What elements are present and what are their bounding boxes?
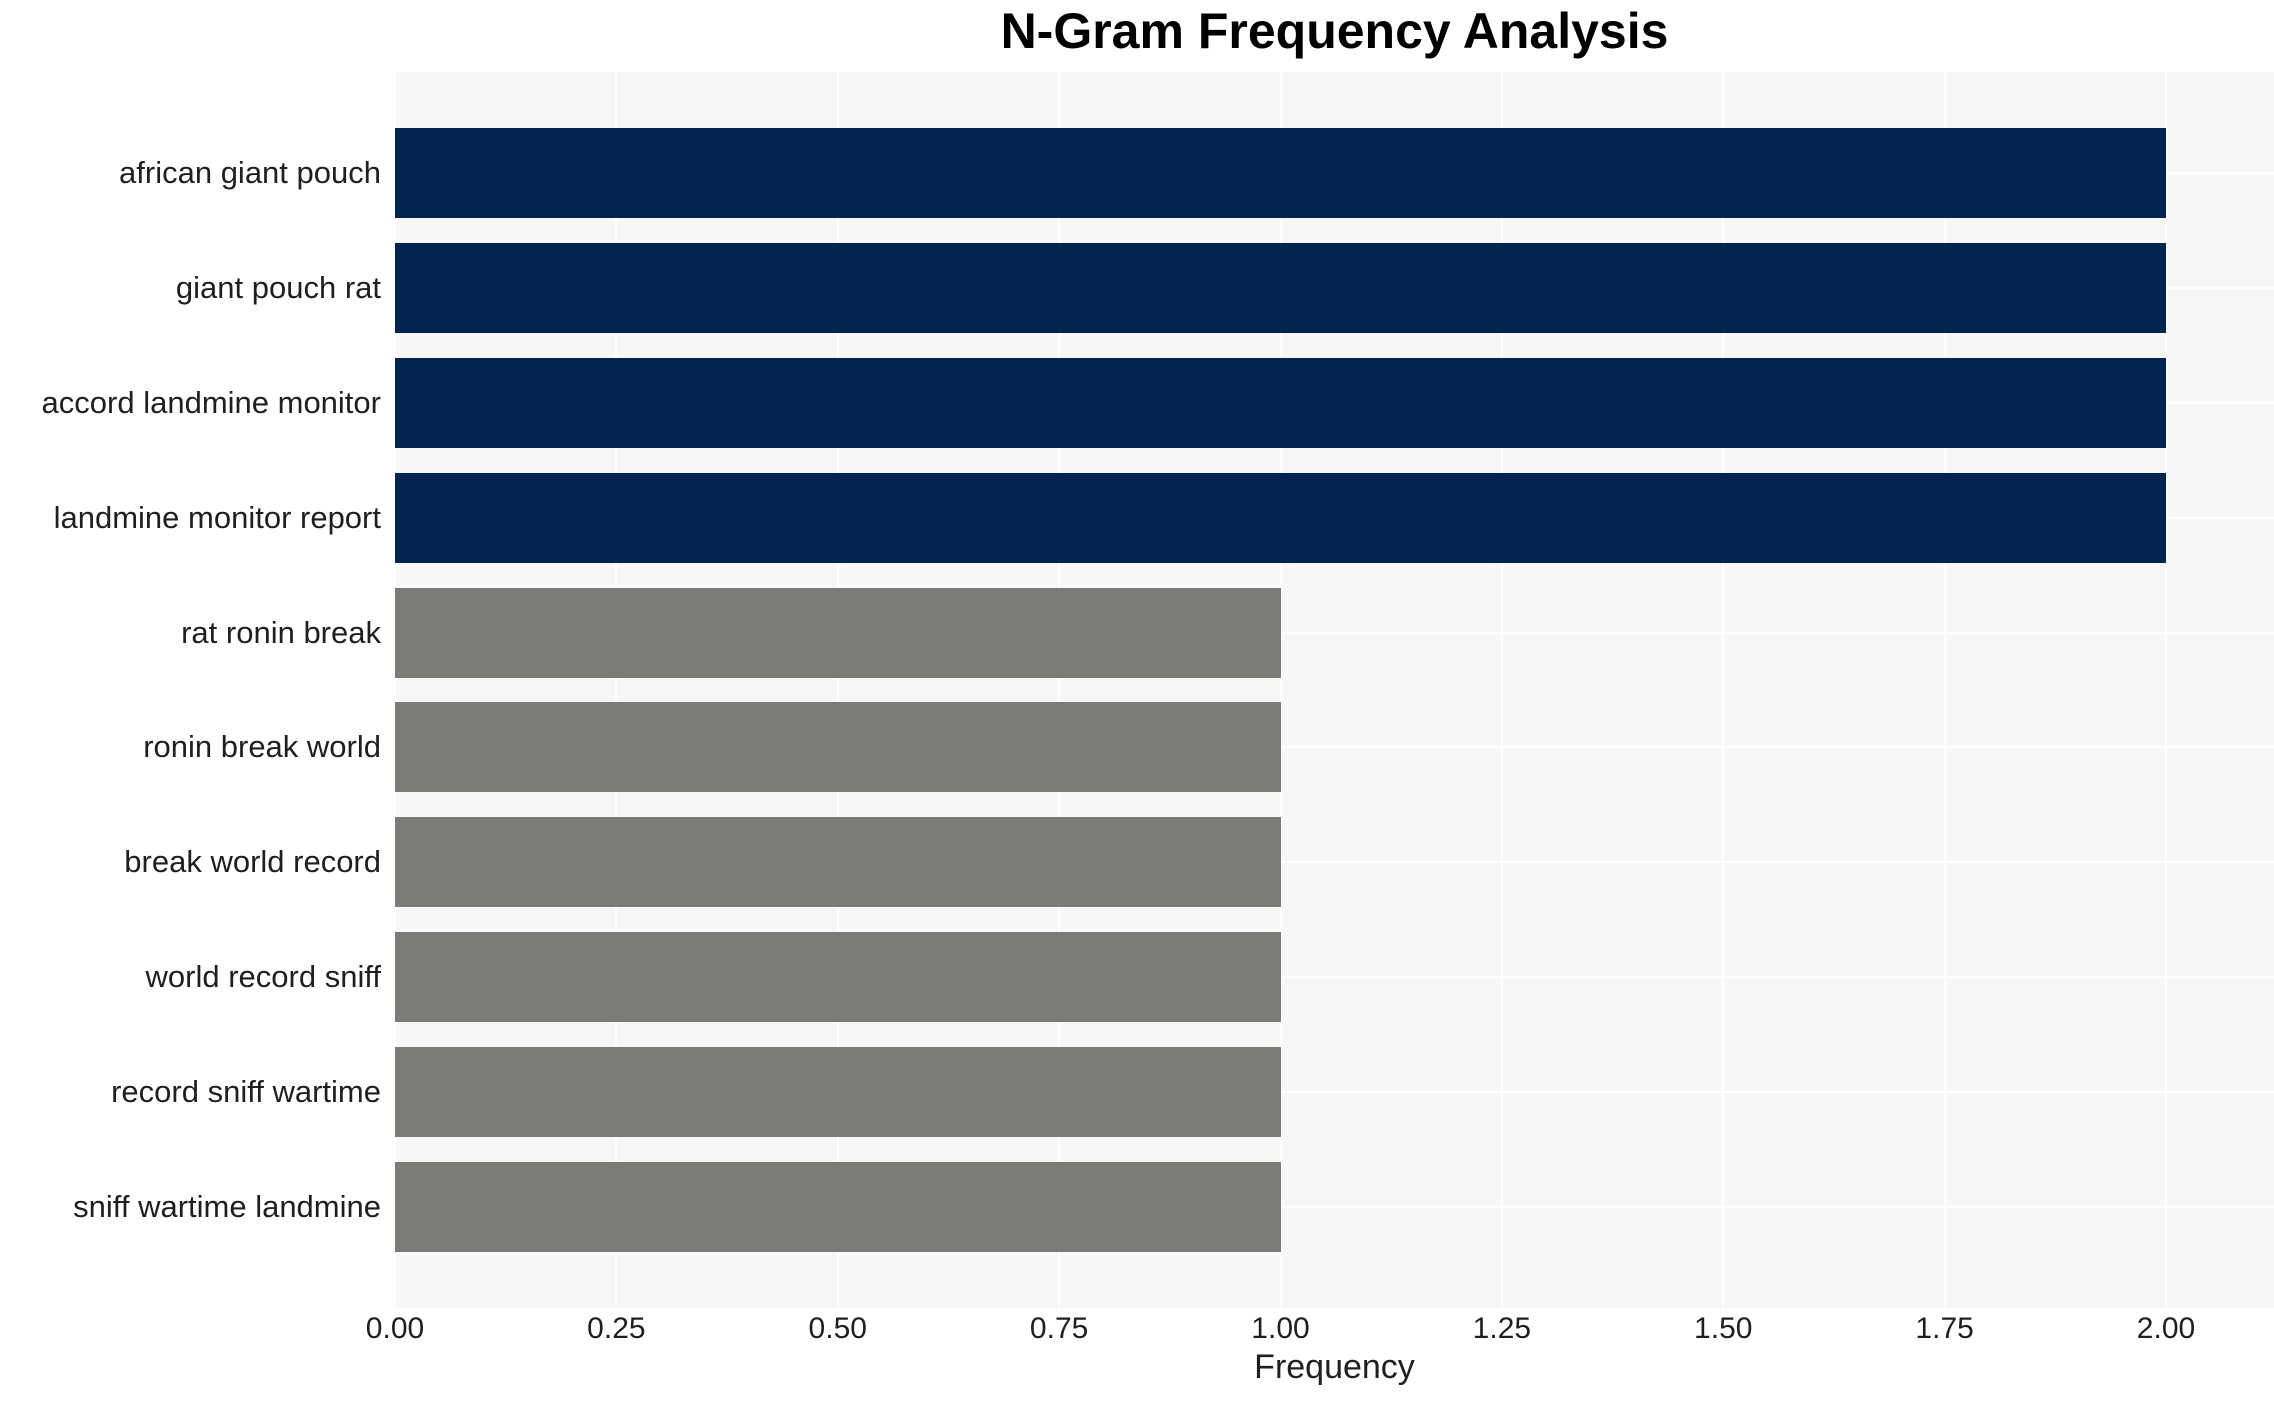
bar-african-giant-pouch — [395, 128, 2166, 219]
y-tick-label-accord-landmine-monitor: accord landmine monitor — [41, 384, 381, 420]
gridline-vertical — [2165, 72, 2167, 1308]
gridline-vertical — [1500, 72, 1503, 1308]
gridline-vertical — [615, 72, 618, 1308]
bar-rat-ronin-break — [395, 587, 1281, 678]
gridline-vertical — [836, 72, 839, 1308]
bar-ronin-break-world — [395, 702, 1281, 793]
gridline-vertical — [1279, 72, 1282, 1308]
y-tick-label-sniff-wartime-landmine: sniff wartime landmine — [73, 1188, 381, 1224]
x-tick-label-0.25: 0.25 — [587, 1312, 646, 1345]
bar-row — [395, 346, 2274, 461]
bar-row — [395, 1034, 2274, 1149]
bar-break-world-record — [395, 817, 1281, 908]
x-tick-label-1.25: 1.25 — [1472, 1312, 1532, 1345]
x-tick-label-0.00: 0.00 — [365, 1312, 425, 1345]
x-tick-label-0.50: 0.50 — [808, 1312, 867, 1345]
bar-world-record-sniff — [395, 931, 1281, 1022]
bar-giant-pouch-rat — [395, 243, 2166, 334]
gridline-vertical — [1722, 72, 1725, 1308]
x-tick-label-2.00: 2.00 — [2136, 1312, 2196, 1345]
gridline-vertical — [1058, 72, 1061, 1308]
bar-row — [395, 690, 2274, 805]
chart-title: N-Gram Frequency Analysis — [1000, 3, 1669, 59]
bar-rows — [395, 116, 2274, 1264]
bar-row — [395, 920, 2274, 1035]
y-tick-label-landmine-monitor-report: landmine monitor report — [53, 499, 381, 535]
bar-row — [395, 805, 2274, 920]
y-tick-label-giant-pouch-rat: giant pouch rat — [175, 270, 381, 306]
x-axis-label: Frequency — [1254, 1348, 1415, 1386]
gridline-horizontal — [395, 861, 2274, 864]
y-tick-label-world-record-sniff: world record sniff — [145, 958, 381, 994]
x-tick-label-0.75: 0.75 — [1029, 1312, 1089, 1345]
gridline-horizontal — [395, 746, 2274, 749]
bar-row — [395, 231, 2274, 346]
gridline-vertical — [394, 72, 396, 1308]
bar-landmine-monitor-report — [395, 472, 2166, 563]
x-tick-label-1.50: 1.50 — [1694, 1312, 1753, 1345]
gridline-horizontal — [395, 1205, 2274, 1208]
bar-sniff-wartime-landmine — [395, 1161, 1281, 1252]
bar-accord-landmine-monitor — [395, 357, 2166, 448]
gridline-horizontal — [395, 631, 2274, 634]
gridline-horizontal — [395, 975, 2274, 978]
x-tick-label-1.75: 1.75 — [1915, 1312, 1974, 1345]
y-axis: african giant pouch giant pouch rat accord… — [0, 116, 381, 1264]
y-tick-label-ronin-break-world: ronin break world — [143, 729, 381, 765]
y-tick-label-african-giant-pouch: african giant pouch — [119, 155, 381, 191]
bar-record-sniff-wartime — [395, 1046, 1281, 1137]
y-tick-label-rat-ronin-break: rat ronin break — [181, 614, 381, 650]
x-axis: 0.00 0.25 0.50 0.75 1.00 1.25 1.50 1.75 2.00 — [0, 1312, 2274, 1352]
bar-row — [395, 575, 2274, 690]
plot-area — [394, 72, 2274, 1308]
gridline-horizontal — [395, 1090, 2274, 1093]
bar-row — [395, 1149, 2274, 1264]
bar-row — [395, 460, 2274, 575]
gridline-vertical — [1943, 72, 1946, 1308]
bar-row — [395, 116, 2274, 231]
y-tick-label-break-world-record: break world record — [124, 844, 381, 880]
x-tick-label-1.00: 1.00 — [1251, 1312, 1310, 1345]
y-tick-label-record-sniff-wartime: record sniff wartime — [111, 1073, 381, 1109]
